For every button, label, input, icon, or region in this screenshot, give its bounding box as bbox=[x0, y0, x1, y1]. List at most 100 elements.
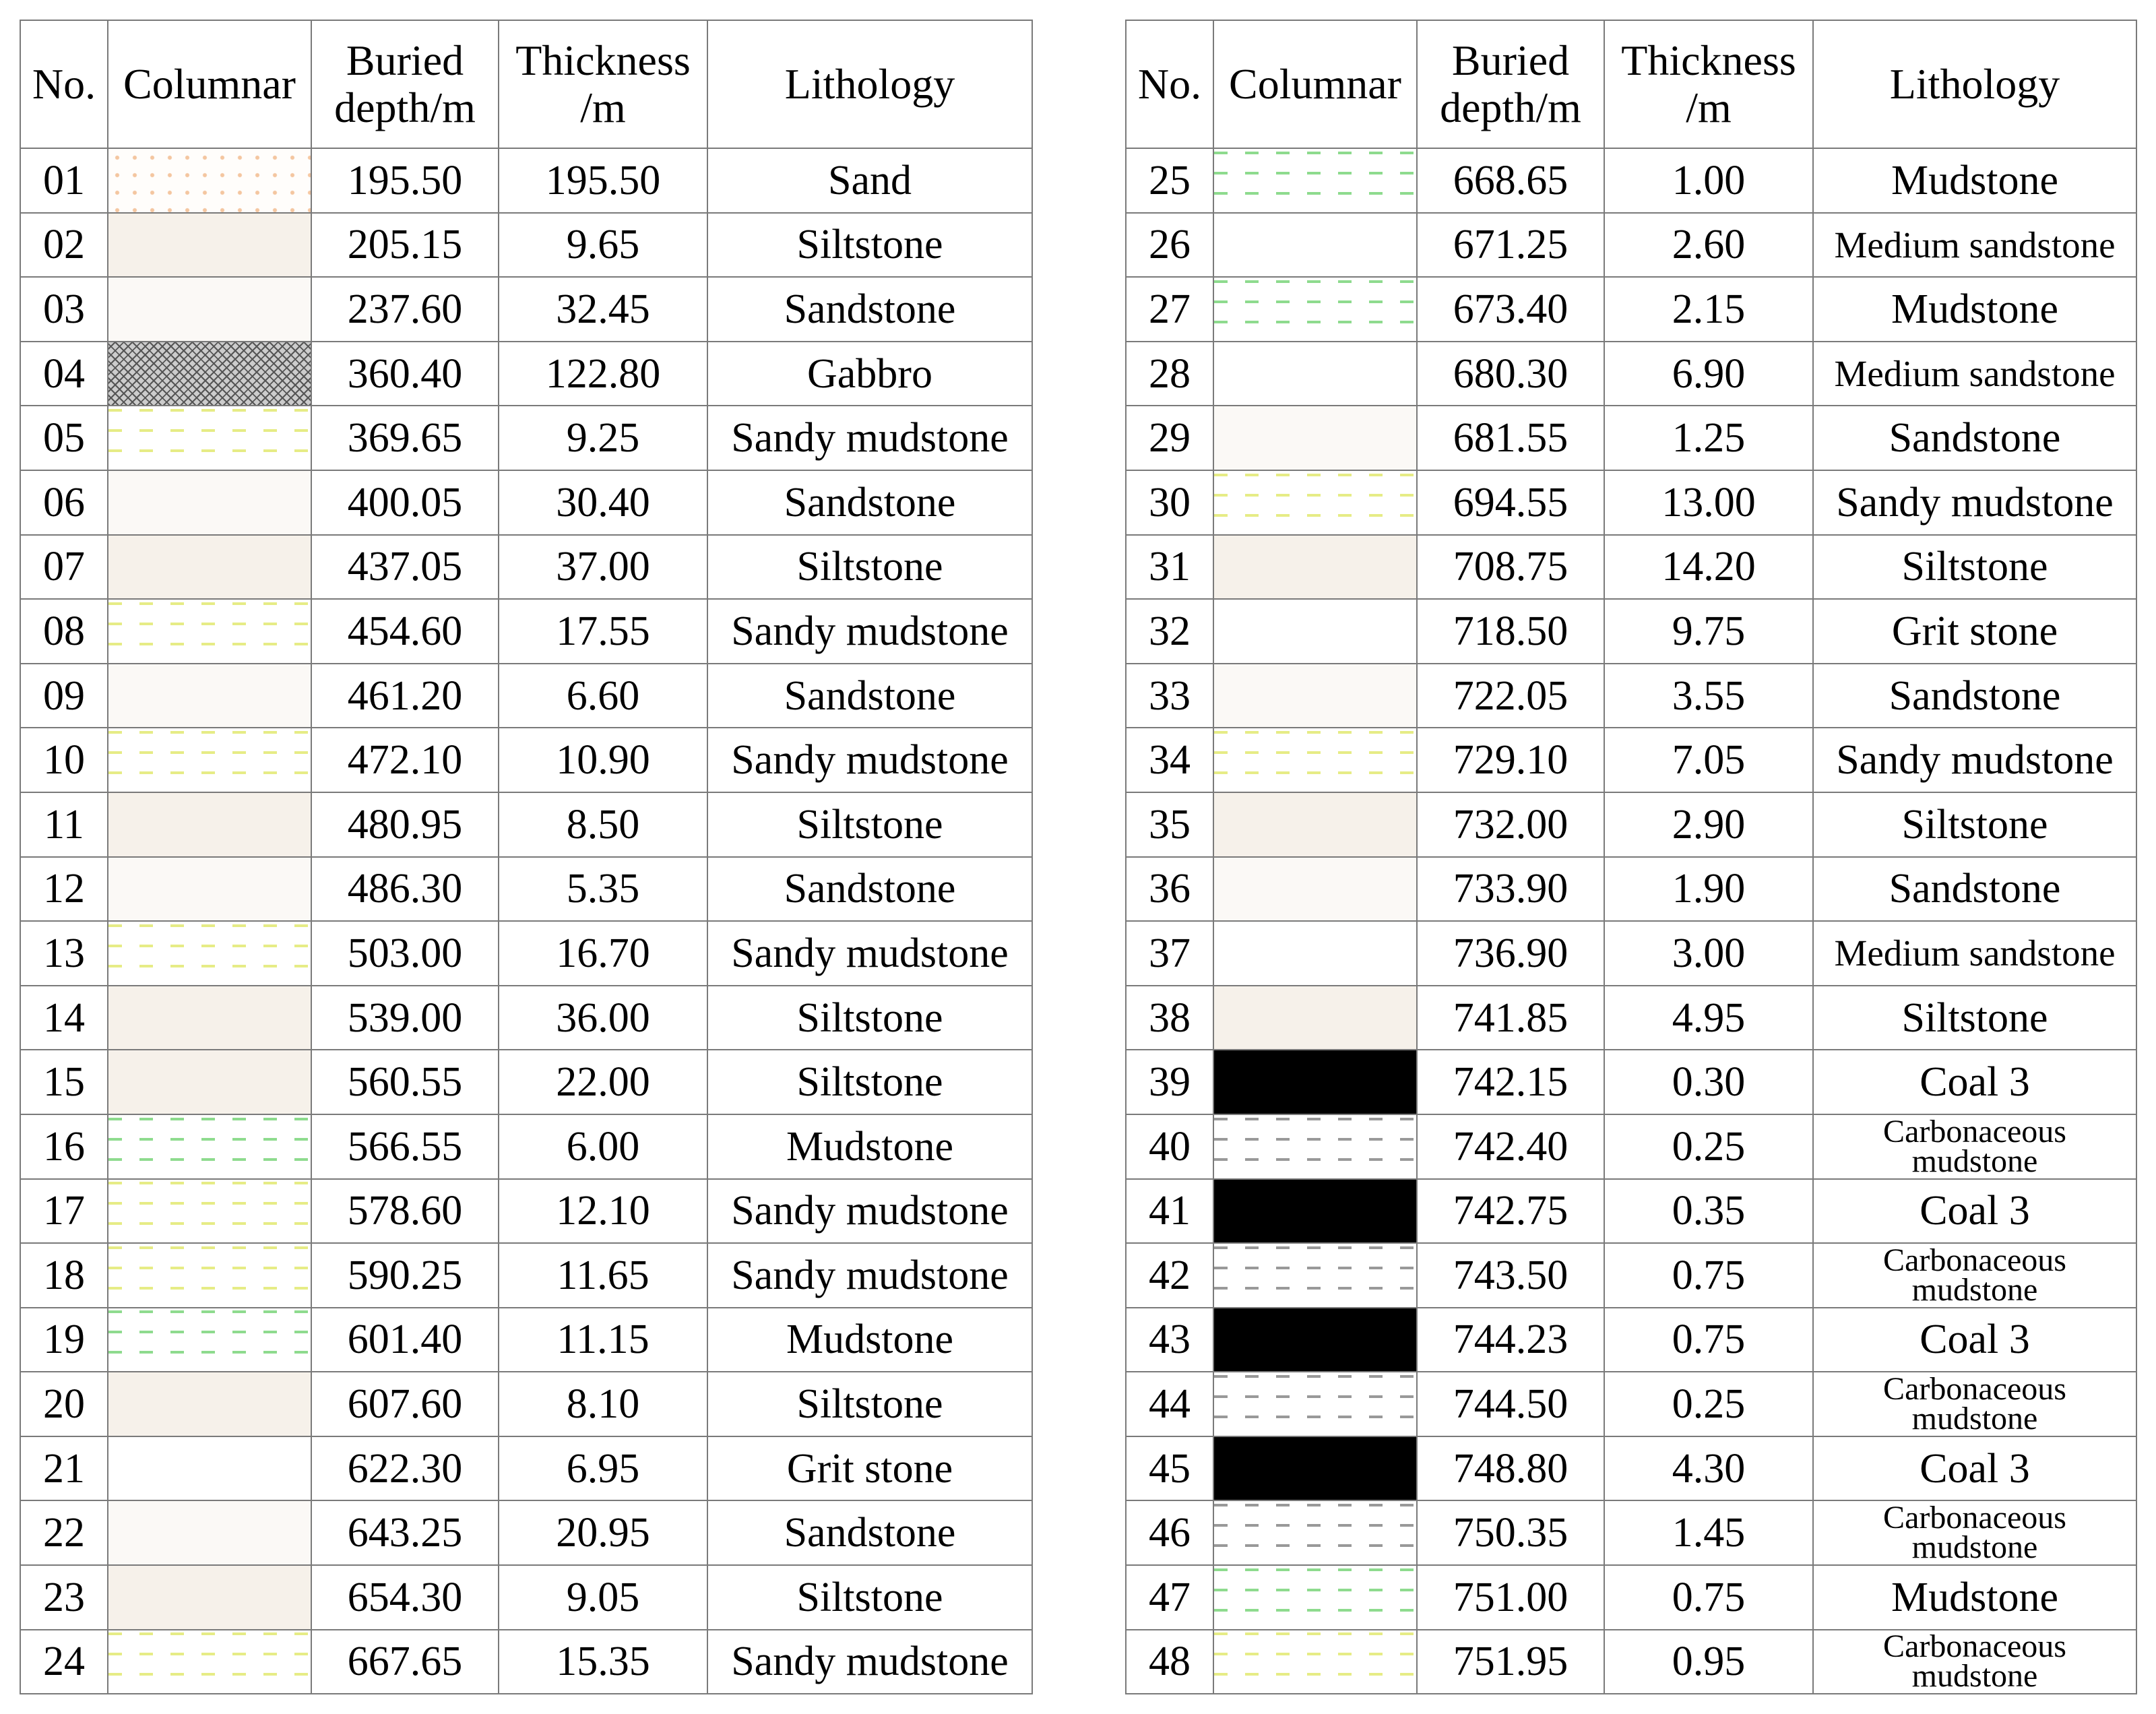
table-row: 47 751.00 0.75 Mudstone bbox=[1125, 1564, 2137, 1630]
layer-number: 26 bbox=[1125, 212, 1214, 278]
thickness: 195.50 bbox=[498, 148, 708, 214]
buried-depth: 732.00 bbox=[1416, 791, 1605, 858]
table-row: 31 708.75 14.20 Siltstone bbox=[1125, 534, 2137, 600]
header-lithology: Lithology bbox=[707, 20, 1033, 149]
buried-depth: 195.50 bbox=[311, 148, 499, 214]
lithology: Sandstone bbox=[707, 856, 1033, 922]
columnar-pattern bbox=[107, 1242, 312, 1308]
layer-number: 02 bbox=[20, 212, 108, 278]
table-row: 13 503.00 16.70 Sandy mudstone bbox=[20, 920, 1033, 986]
header-lithology: Lithology bbox=[1812, 20, 2137, 149]
layer-number: 35 bbox=[1125, 791, 1214, 858]
layer-number: 29 bbox=[1125, 405, 1214, 471]
table-row: 01 195.50 195.50 Sand bbox=[20, 148, 1033, 214]
buried-depth: 681.55 bbox=[1416, 405, 1605, 471]
buried-depth: 503.00 bbox=[311, 920, 499, 986]
table-row: 48 751.95 0.95 Carbonaceous mudstone bbox=[1125, 1628, 2137, 1695]
thickness: 0.30 bbox=[1604, 1049, 1814, 1115]
table-row: 08 454.60 17.55 Sandy mudstone bbox=[20, 598, 1033, 664]
table-row: 17 578.60 12.10 Sandy mudstone bbox=[20, 1178, 1033, 1244]
layer-number: 36 bbox=[1125, 856, 1214, 922]
buried-depth: 486.30 bbox=[311, 856, 499, 922]
lithology: Siltstone bbox=[707, 1049, 1033, 1115]
buried-depth: 743.50 bbox=[1416, 1242, 1605, 1308]
buried-depth: 748.80 bbox=[1416, 1435, 1605, 1502]
strata-table: No. Columnar Buried depth/m Thickness /m Lit… bbox=[1125, 20, 2137, 1695]
layer-number: 44 bbox=[1125, 1371, 1214, 1437]
table-row: 39 742.15 0.30 Coal 3 bbox=[1125, 1049, 2137, 1115]
columnar-pattern bbox=[107, 1371, 312, 1437]
columnar-pattern bbox=[1213, 405, 1418, 471]
thickness: 3.00 bbox=[1604, 920, 1814, 986]
thickness: 32.45 bbox=[498, 276, 708, 342]
thickness: 11.15 bbox=[498, 1306, 708, 1373]
layer-number: 10 bbox=[20, 727, 108, 793]
lithology: Sandy mudstone bbox=[707, 1178, 1033, 1244]
columnar-pattern bbox=[107, 1178, 312, 1244]
columnar-pattern bbox=[1213, 1049, 1418, 1115]
columnar-pattern bbox=[107, 920, 312, 986]
table-row: 30 694.55 13.00 Sandy mudstone bbox=[1125, 469, 2137, 536]
layer-number: 28 bbox=[1125, 340, 1214, 407]
thickness: 37.00 bbox=[498, 534, 708, 600]
thickness: 13.00 bbox=[1604, 469, 1814, 536]
table-row: 34 729.10 7.05 Sandy mudstone bbox=[1125, 727, 2137, 793]
layer-number: 33 bbox=[1125, 662, 1214, 729]
buried-depth: 742.40 bbox=[1416, 1113, 1605, 1180]
lithology: Coal 3 bbox=[1812, 1178, 2137, 1244]
thickness: 9.65 bbox=[498, 212, 708, 278]
lithology: Mudstone bbox=[1812, 276, 2137, 342]
strata-table: No. Columnar Buried depth/m Thickness /m Lit… bbox=[20, 20, 1033, 1695]
buried-depth: 643.25 bbox=[311, 1500, 499, 1566]
layer-number: 39 bbox=[1125, 1049, 1214, 1115]
thickness: 11.65 bbox=[498, 1242, 708, 1308]
header-thickness: Thickness /m bbox=[1604, 20, 1814, 149]
columnar-pattern bbox=[1213, 1306, 1418, 1373]
thickness: 16.70 bbox=[498, 920, 708, 986]
columnar-pattern bbox=[107, 405, 312, 471]
columnar-pattern bbox=[1213, 598, 1418, 664]
buried-depth: 360.40 bbox=[311, 340, 499, 407]
buried-depth: 736.90 bbox=[1416, 920, 1605, 986]
thickness: 15.35 bbox=[498, 1628, 708, 1695]
buried-depth: 590.25 bbox=[311, 1242, 499, 1308]
columnar-pattern bbox=[1213, 1628, 1418, 1695]
buried-depth: 480.95 bbox=[311, 791, 499, 858]
thickness: 5.35 bbox=[498, 856, 708, 922]
columnar-pattern bbox=[107, 662, 312, 729]
table-row: 12 486.30 5.35 Sandstone bbox=[20, 856, 1033, 922]
table-row: 24 667.65 15.35 Sandy mudstone bbox=[20, 1628, 1033, 1695]
thickness: 20.95 bbox=[498, 1500, 708, 1566]
table-row: 36 733.90 1.90 Sandstone bbox=[1125, 856, 2137, 922]
lithology: Carbonaceous mudstone bbox=[1812, 1371, 2137, 1437]
lithology: Sandy mudstone bbox=[1812, 727, 2137, 793]
columnar-pattern bbox=[1213, 469, 1418, 536]
lithology: Mudstone bbox=[707, 1113, 1033, 1180]
thickness: 17.55 bbox=[498, 598, 708, 664]
columnar-pattern bbox=[107, 1049, 312, 1115]
table-row: 05 369.65 9.25 Sandy mudstone bbox=[20, 405, 1033, 471]
buried-depth: 733.90 bbox=[1416, 856, 1605, 922]
lithology: Siltstone bbox=[1812, 791, 2137, 858]
buried-depth: 400.05 bbox=[311, 469, 499, 536]
table-row: 42 743.50 0.75 Carbonaceous mudstone bbox=[1125, 1242, 2137, 1308]
columnar-pattern bbox=[1213, 727, 1418, 793]
layer-number: 34 bbox=[1125, 727, 1214, 793]
columnar-pattern bbox=[107, 469, 312, 536]
table-row: 14 539.00 36.00 Siltstone bbox=[20, 984, 1033, 1051]
layer-number: 32 bbox=[1125, 598, 1214, 664]
lithology: Carbonaceous mudstone bbox=[1812, 1242, 2137, 1308]
thickness: 0.35 bbox=[1604, 1178, 1814, 1244]
buried-depth: 751.00 bbox=[1416, 1564, 1605, 1630]
lithology: Siltstone bbox=[707, 791, 1033, 858]
lithology: Mudstone bbox=[707, 1306, 1033, 1373]
table-row: 29 681.55 1.25 Sandstone bbox=[1125, 405, 2137, 471]
header-no: No. bbox=[1125, 20, 1214, 149]
table-row: 07 437.05 37.00 Siltstone bbox=[20, 534, 1033, 600]
columnar-pattern bbox=[107, 1435, 312, 1502]
thickness: 0.75 bbox=[1604, 1306, 1814, 1373]
lithology: Carbonaceous mudstone bbox=[1812, 1500, 2137, 1566]
thickness: 2.60 bbox=[1604, 212, 1814, 278]
buried-depth: 680.30 bbox=[1416, 340, 1605, 407]
buried-depth: 694.55 bbox=[1416, 469, 1605, 536]
